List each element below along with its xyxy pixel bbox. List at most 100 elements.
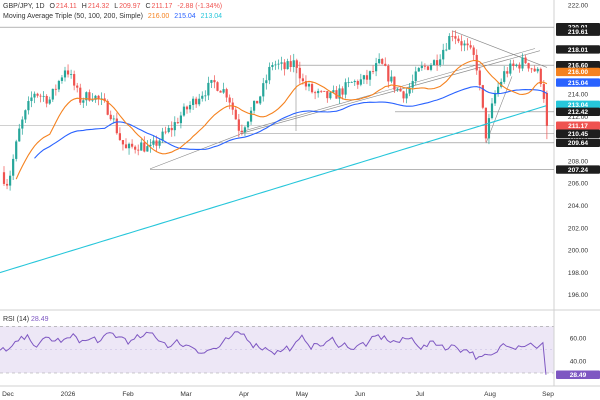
candle-body (402, 91, 405, 99)
candle-body (411, 81, 414, 88)
candle-body (527, 63, 530, 69)
price-tag-bg (556, 129, 600, 138)
rsi-line (0, 331, 547, 375)
rsi-header: RSI (14) 28.49 (3, 316, 49, 323)
candle-body (27, 101, 30, 111)
candle-body (91, 99, 94, 101)
candle-body (530, 68, 533, 70)
candle-body (497, 86, 500, 94)
candle-body (408, 87, 411, 94)
candle-body (79, 87, 82, 103)
candle-body (256, 100, 259, 104)
candle-body (97, 95, 100, 100)
candle-body (207, 82, 210, 96)
candle-body (286, 61, 289, 70)
candle-body (268, 66, 271, 81)
candle-body (487, 118, 491, 139)
candle-body (371, 71, 375, 72)
candle-body (195, 98, 198, 105)
candle-body (143, 142, 146, 152)
close-label: C (145, 3, 151, 10)
candle-body (249, 110, 253, 122)
candle-body (94, 95, 97, 100)
candle-body (259, 96, 262, 104)
high-value: 214.32 (87, 3, 110, 10)
candle-body (216, 82, 219, 91)
price-tag-label: 216.00 (568, 69, 589, 76)
candle-body (387, 65, 390, 82)
candle-body (73, 74, 76, 86)
candle-body (63, 70, 67, 78)
candle-body (359, 79, 362, 85)
ma50-line (15, 59, 548, 180)
ma100-line (34, 86, 548, 159)
candle-body (512, 63, 515, 67)
candle-body (76, 85, 79, 88)
low-label: L (114, 3, 119, 10)
candle-body (204, 95, 207, 97)
candle-body (118, 133, 121, 141)
ma200-value: 213.04 (200, 13, 223, 20)
candle-body (475, 54, 478, 71)
candle-body (521, 57, 524, 69)
trendline-lower (239, 50, 541, 135)
candle-body (484, 107, 487, 139)
candle-body (445, 49, 448, 51)
candle-body (115, 118, 118, 134)
candle-body (225, 89, 228, 98)
candle-body (146, 146, 149, 152)
candle-body (423, 65, 426, 67)
candle-body (295, 60, 298, 68)
price-tick-label: 222.00 (568, 2, 589, 9)
chart-header: GBP/JPY, 1D O214.11 H214.32 L209.97 C211… (3, 2, 225, 11)
candle-body (70, 74, 73, 75)
candle-body (332, 90, 335, 93)
price-tag-bg (556, 107, 600, 116)
candle-body (54, 88, 57, 90)
candle-body (481, 85, 484, 108)
candle-body (188, 105, 192, 110)
trendline-upper (239, 48, 536, 133)
rsi-label: RSI (14) (3, 316, 30, 323)
candle-body (378, 58, 381, 64)
candle-body (243, 127, 247, 133)
candle-body (426, 66, 430, 70)
candle-body (310, 84, 314, 93)
candle-body (301, 78, 304, 82)
candle-body (347, 82, 350, 83)
price-tick-label: 208.00 (568, 158, 589, 165)
candle-body (51, 88, 54, 100)
price-tag-bg (556, 121, 600, 130)
candle-body (289, 61, 292, 68)
candle-body (420, 65, 423, 69)
time-tick-label: Feb (122, 391, 134, 398)
candle-body (478, 70, 481, 86)
candle-body (292, 60, 295, 68)
candle-body (518, 64, 521, 69)
candle-body (304, 81, 308, 87)
candle-body (36, 93, 39, 96)
candle-body (85, 92, 88, 101)
candle-body (262, 83, 265, 97)
candle-body (24, 110, 27, 120)
price-tag-label: 210.45 (568, 131, 589, 138)
candle-body (320, 90, 323, 92)
symbol-label: GBP/JPY, 1D (3, 3, 45, 10)
price-tag-bg (556, 27, 600, 36)
price-tick-label: 204.00 (568, 203, 589, 210)
candle-body (381, 58, 384, 64)
candle-body (30, 97, 33, 102)
time-tick-label: Sep (542, 391, 554, 398)
open-value: 214.11 (55, 3, 77, 10)
candle-body (353, 80, 356, 83)
candle-body (234, 109, 237, 120)
price-tag-bg (556, 78, 600, 87)
candle-body (33, 93, 36, 98)
rsi-tag-label: 28.49 (570, 372, 587, 379)
price-tag-label: 207.24 (568, 167, 589, 174)
close-value: 211.17 (151, 3, 173, 10)
candle-body (515, 64, 518, 67)
candle-body (246, 121, 250, 128)
price-tag-bg (556, 45, 600, 54)
